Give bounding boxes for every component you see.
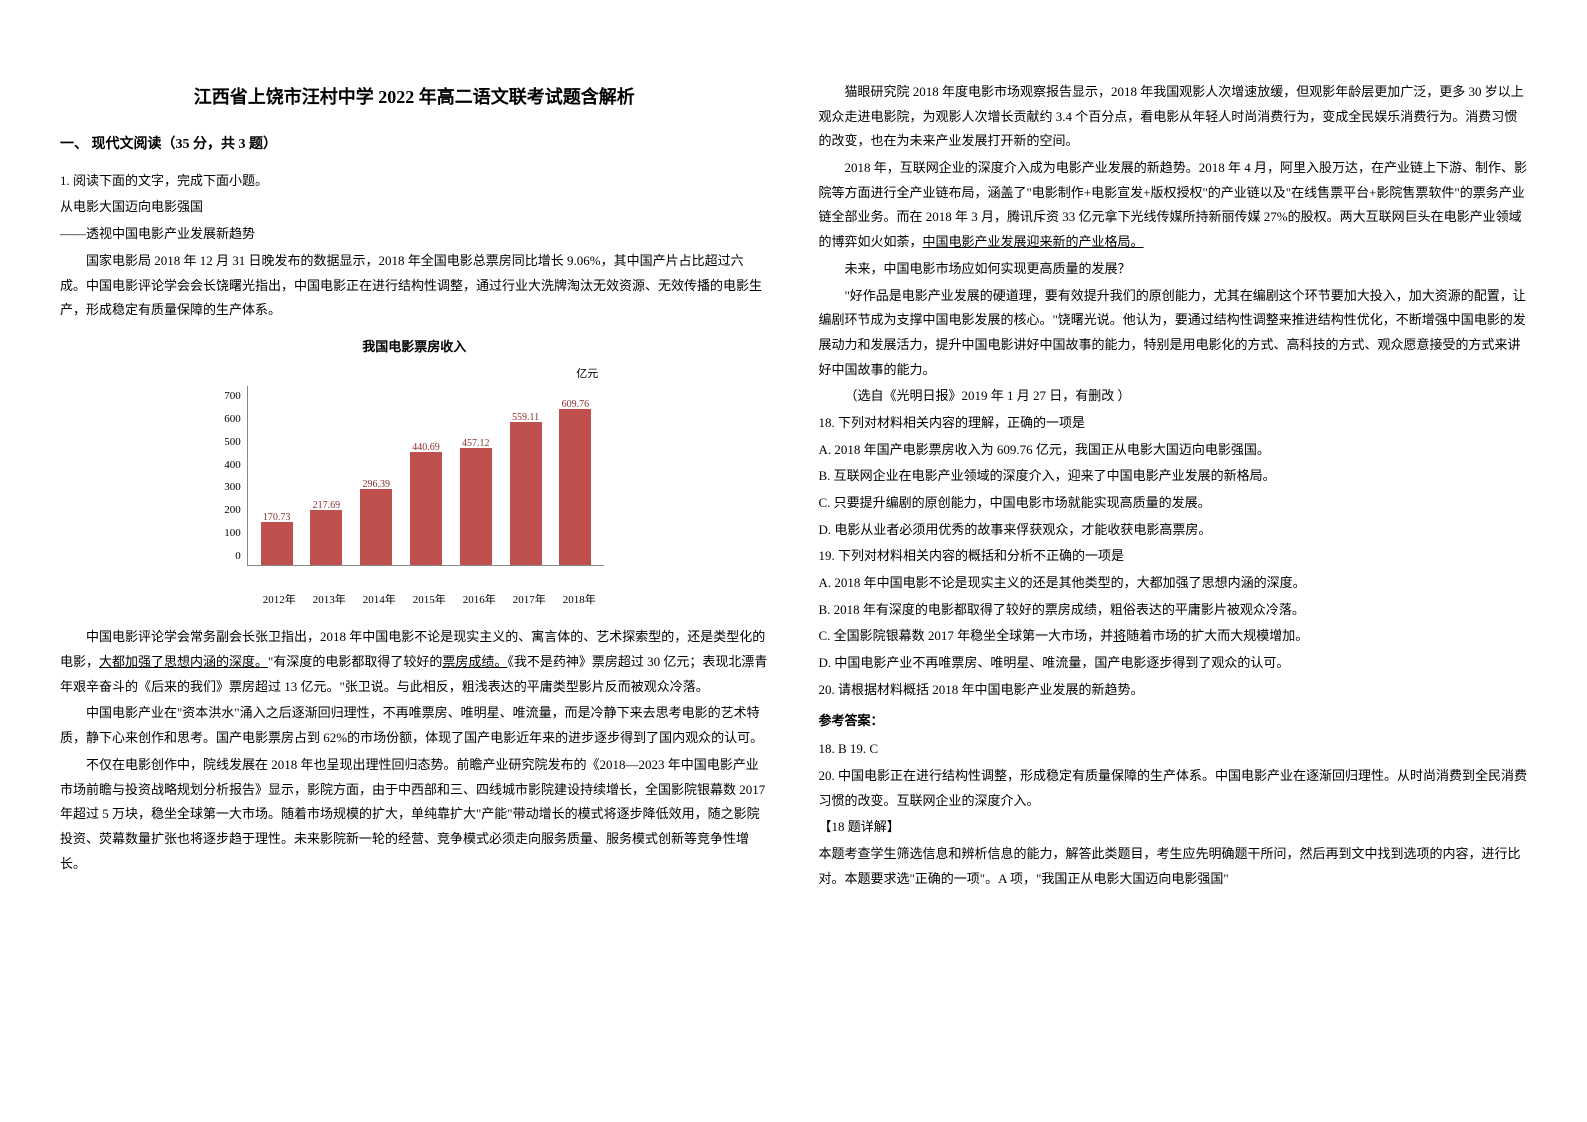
p2-text-b: "有深度的电影都取得了较好的: [268, 654, 442, 669]
q18-option-d: D. 电影从业者必须用优秀的故事来俘获观众，才能收获电影高票房。: [819, 518, 1528, 543]
q19: 19. 下列对材料相关内容的概括和分析不正确的一项是: [819, 544, 1528, 569]
x-tick-label: 2018年: [559, 590, 599, 611]
right-column: 猫眼研究院 2018 年度电影市场观察报告显示，2018 年我国观影人次增速放缓…: [819, 80, 1528, 1082]
paragraph-8: "好作品是电影产业发展的硬道理，要有效提升我们的原创能力，尤其在编剧这个环节要加…: [819, 284, 1528, 383]
paragraph-6: 2018 年，互联网企业的深度介入成为电影产业发展的新趋势。2018 年 4 月…: [819, 156, 1528, 255]
x-tick-label: 2014年: [359, 590, 399, 611]
paragraph-4: 不仅在电影创作中，院线发展在 2018 年也呈现出理性回归态势。前瞻产业研究院发…: [60, 753, 769, 876]
y-tick: 600: [224, 409, 241, 430]
p2-underline-1: 大都加强了思想内涵的深度。: [99, 654, 268, 669]
q18: 18. 下列对材料相关内容的理解，正确的一项是: [819, 411, 1528, 436]
chart-bar: 609.76: [559, 409, 591, 566]
y-tick: 0: [235, 546, 241, 567]
explain-paragraph: 本题考查学生筛选信息和辨析信息的能力，解答此类题目，考生应先明确题干所问，然后再…: [819, 842, 1528, 891]
q19c-underline: 将: [1113, 628, 1126, 643]
chart-bar: 217.69: [310, 510, 342, 566]
answer-line-2: 20. 中国电影正在进行结构性调整，形成稳定有质量保障的生产体系。中国电影产业在…: [819, 764, 1528, 813]
x-tick-label: 2012年: [259, 590, 299, 611]
bar-value-label: 457.12: [462, 434, 490, 453]
chart-bar: 170.73: [261, 522, 293, 566]
y-axis-unit: 亿元: [224, 364, 604, 385]
x-axis-labels: 2012年 2013年 2014年 2015年 2016年 2017年 2018年: [224, 590, 604, 611]
bar-wrap: 440.69: [406, 452, 446, 565]
chart-bar: 559.11: [510, 422, 542, 566]
chart-bar: 440.69: [410, 452, 442, 565]
q19-option-a: A. 2018 年中国电影不论是现实主义的还是其他类型的，大都加强了思想内涵的深…: [819, 571, 1528, 596]
chart-bar: 457.12: [460, 448, 492, 566]
p2-underline-2: 票房成绩。: [442, 654, 507, 669]
bar-wrap: 296.39: [356, 489, 396, 565]
bar-chart: 我国电影票房收入 亿元 700 600 500 400300 200 100 0 170.7…: [224, 335, 604, 611]
paragraph-5: 猫眼研究院 2018 年度电影市场观察报告显示，2018 年我国观影人次增速放缓…: [819, 80, 1528, 154]
x-tick-label: 2017年: [509, 590, 549, 611]
bar-wrap: 217.69: [306, 510, 346, 566]
q18-option-c: C. 只要提升编剧的原创能力，中国电影市场就能实现高质量的发展。: [819, 491, 1528, 516]
q19c-a: C. 全国影院银幕数 2017 年稳坐全球第一大市场，并: [819, 628, 1114, 643]
bar-wrap: 170.73: [257, 522, 297, 566]
y-tick: 700: [224, 386, 241, 407]
bar-value-label: 217.69: [313, 496, 341, 515]
q19-option-b: B. 2018 年有深度的电影都取得了较好的票房成绩，粗俗表达的平庸影片被观众冷…: [819, 598, 1528, 623]
passage-title: 从电影大国迈向电影强国: [60, 195, 769, 220]
q20: 20. 请根据材料概括 2018 年中国电影产业发展的新趋势。: [819, 678, 1528, 703]
chart-title: 我国电影票房收入: [224, 335, 604, 360]
bar-wrap: 609.76: [555, 409, 595, 566]
bar-value-label: 296.39: [362, 475, 390, 494]
paragraph-7: 未来，中国电影市场应如何实现更高质量的发展？: [819, 257, 1528, 282]
passage-subtitle: ——透视中国电影产业发展新趋势: [60, 222, 769, 247]
answer-line-1: 18. B 19. C: [819, 737, 1528, 762]
paragraph-2: 中国电影评论学会常务副会长张卫指出，2018 年中国电影不论是现实主义的、寓言体…: [60, 625, 769, 699]
y-axis: 700 600 500 400300 200 100 0: [224, 386, 247, 566]
x-tick-label: 2016年: [459, 590, 499, 611]
bar-value-label: 609.76: [562, 395, 590, 414]
bar-wrap: 559.11: [506, 422, 546, 566]
section-heading: 一、 现代文阅读（35 分，共 3 题）: [60, 132, 769, 159]
bar-wrap: 457.12: [456, 448, 496, 566]
p6-underline: 中国电影产业发展迎来新的产业格局。: [923, 234, 1144, 249]
y-tick: 200: [224, 500, 241, 521]
q19-option-c: C. 全国影院银幕数 2017 年稳坐全球第一大市场，并将随着市场的扩大而大规模…: [819, 624, 1528, 649]
explain-heading: 【18 题详解】: [819, 815, 1528, 840]
x-tick-label: 2015年: [409, 590, 449, 611]
bar-value-label: 170.73: [263, 508, 291, 527]
paragraph-3: 中国电影产业在"资本洪水"涌入之后逐渐回归理性，不再唯票房、唯明星、唯流量，而是…: [60, 701, 769, 750]
y-tick: 500: [224, 432, 241, 453]
q1-intro: 1. 阅读下面的文字，完成下面小题。: [60, 169, 769, 194]
left-column: 江西省上饶市汪村中学 2022 年高二语文联考试题含解析 一、 现代文阅读（35…: [60, 80, 769, 1082]
y-tick: 100: [224, 523, 241, 544]
q18-option-a: A. 2018 年国产电影票房收入为 609.76 亿元，我国正从电影大国迈向电…: [819, 438, 1528, 463]
answer-heading: 参考答案：: [819, 709, 1528, 734]
chart-plot: 170.73 217.69 296.39 440.69 457.12 559.11 609.…: [247, 386, 605, 566]
document-title: 江西省上饶市汪村中学 2022 年高二语文联考试题含解析: [60, 80, 769, 114]
chart-bar: 296.39: [360, 489, 392, 565]
chart-area: 700 600 500 400300 200 100 0 170.73 217.69 296.3…: [224, 386, 604, 586]
paragraph-1: 国家电影局 2018 年 12 月 31 日晚发布的数据显示，2018 年全国电…: [60, 249, 769, 323]
bar-value-label: 559.11: [512, 408, 539, 427]
y-tick: 300: [224, 477, 241, 498]
q18-option-b: B. 互联网企业在电影产业领域的深度介入，迎来了中国电影产业发展的新格局。: [819, 464, 1528, 489]
x-tick-label: 2013年: [309, 590, 349, 611]
source-line: （选自《光明日报》2019 年 1 月 27 日，有删改 ）: [819, 384, 1528, 409]
bar-value-label: 440.69: [412, 438, 440, 457]
y-tick: 400: [224, 455, 241, 476]
q19-option-d: D. 中国电影产业不再唯票房、唯明星、唯流量，国产电影逐步得到了观众的认可。: [819, 651, 1528, 676]
q19c-b: 随着市场的扩大而大规模增加。: [1126, 628, 1308, 643]
